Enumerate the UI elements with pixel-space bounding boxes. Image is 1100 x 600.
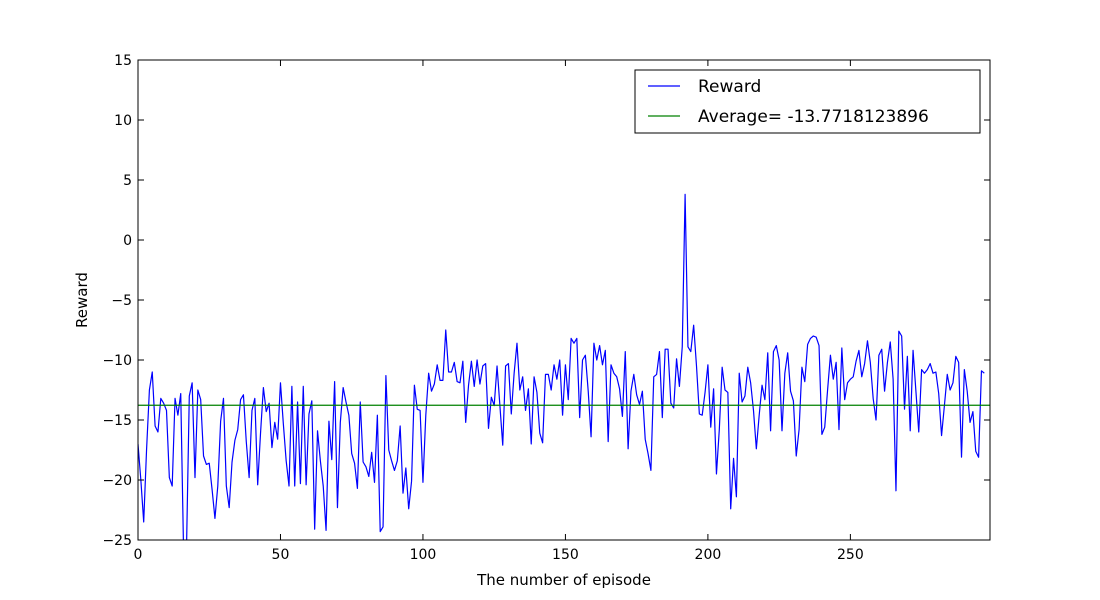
- y-tick-label: −15: [102, 413, 132, 429]
- x-tick-label: 100: [410, 547, 437, 563]
- y-tick-label: −25: [102, 533, 132, 549]
- x-tick-label: 150: [552, 547, 579, 563]
- plot-area: [138, 60, 990, 540]
- x-tick-label: 200: [695, 547, 722, 563]
- x-tick-label: 0: [134, 547, 143, 563]
- y-tick-label: 15: [114, 53, 132, 69]
- reward-line: [138, 193, 985, 540]
- y-tick-label: 0: [123, 233, 132, 249]
- y-tick-label: 10: [114, 113, 132, 129]
- y-tick-label: −5: [111, 293, 132, 309]
- y-axis-label: Reward: [73, 272, 91, 328]
- y-tick-label: 5: [123, 173, 132, 189]
- x-tick-label: 250: [837, 547, 864, 563]
- legend-label-reward: Reward: [698, 77, 761, 97]
- y-tick-label: −10: [102, 353, 132, 369]
- legend-label-average: Average= -13.7718123896: [698, 107, 929, 127]
- legend-box: [634, 69, 981, 134]
- plot-frame: [137, 59, 991, 541]
- legend: Reward Average= -13.7718123896: [634, 69, 981, 134]
- x-axis-label: The number of episode: [476, 571, 651, 589]
- y-tick-label: −20: [102, 473, 132, 489]
- x-tick-label: 50: [272, 547, 290, 563]
